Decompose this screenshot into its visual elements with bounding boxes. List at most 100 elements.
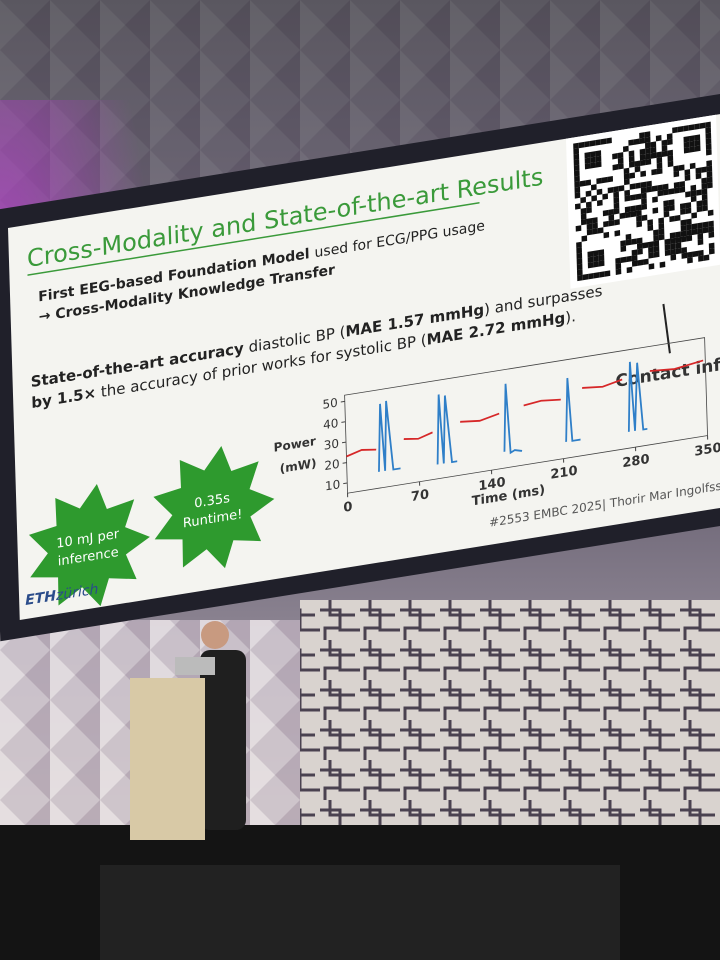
qr-module xyxy=(705,138,712,145)
qr-module xyxy=(574,186,581,194)
qr-module xyxy=(588,272,594,280)
qr-module xyxy=(656,162,663,169)
qr-module xyxy=(697,222,703,229)
qr-module xyxy=(613,208,620,215)
y-tick xyxy=(340,400,345,403)
title-rule xyxy=(27,202,480,276)
qr-module xyxy=(573,142,579,150)
qr-module xyxy=(662,183,669,191)
qr-module xyxy=(670,248,676,256)
qr-module xyxy=(580,207,587,215)
qr-module xyxy=(667,138,673,146)
qr-module xyxy=(653,240,660,247)
qr-module xyxy=(631,238,637,245)
qr-module xyxy=(669,215,675,223)
qr-module xyxy=(603,231,610,239)
qr-module xyxy=(624,178,630,186)
qr-module xyxy=(701,166,707,173)
stage-front xyxy=(100,865,620,960)
qr-module xyxy=(691,223,698,230)
qr-module xyxy=(669,237,676,245)
qr-module xyxy=(706,176,713,183)
power-trace xyxy=(346,359,704,458)
qr-module xyxy=(586,228,593,236)
qr-module xyxy=(650,146,657,154)
y-tick-label: 20 xyxy=(324,457,340,473)
qr-module xyxy=(640,170,647,178)
qr-module xyxy=(664,249,671,257)
plot-frame xyxy=(344,337,708,494)
qr-module xyxy=(663,200,669,207)
qr-module xyxy=(574,192,581,199)
slide: Cross-Modality and State-of-the-art Resu… xyxy=(0,89,720,642)
qr-module xyxy=(647,241,654,248)
qr-module xyxy=(672,126,678,134)
qr-module xyxy=(629,194,636,201)
qr-module xyxy=(653,245,660,253)
qr-module xyxy=(631,260,638,267)
qr-module xyxy=(587,250,594,258)
qr-module xyxy=(694,139,701,147)
qr-module xyxy=(613,202,620,209)
qr-module xyxy=(623,173,630,180)
y-tick-label: 30 xyxy=(324,436,340,452)
qr-module xyxy=(629,183,636,190)
qr-module xyxy=(697,233,704,240)
qr-module xyxy=(673,181,680,189)
qr-module xyxy=(579,180,586,187)
qr-module xyxy=(580,213,587,220)
qr-module xyxy=(686,229,692,237)
qr-module xyxy=(620,245,627,253)
qr-module xyxy=(618,185,625,192)
qr-module xyxy=(707,209,714,216)
qr-module xyxy=(656,168,663,175)
qr-module xyxy=(699,122,706,129)
qr-module xyxy=(635,210,642,217)
text-span: ). xyxy=(565,307,576,327)
qr-module xyxy=(645,147,651,155)
qr-module xyxy=(635,193,642,200)
qr-module xyxy=(614,219,620,226)
qr-module xyxy=(701,177,707,184)
qr-module xyxy=(657,184,663,191)
qr-module xyxy=(647,224,654,232)
qr-module xyxy=(708,226,714,233)
qr-module xyxy=(626,266,633,274)
y-tick-label: 50 xyxy=(322,396,338,412)
qr-module xyxy=(639,148,646,156)
qr-module xyxy=(644,136,651,144)
qr-module xyxy=(630,210,637,218)
qr-module xyxy=(608,214,615,221)
qr-module xyxy=(577,274,583,282)
qr-module xyxy=(653,229,659,236)
qr-module xyxy=(585,190,592,197)
stage-wall-right xyxy=(300,600,720,830)
qr-module xyxy=(667,155,674,162)
qr-module xyxy=(641,214,648,222)
qr-module xyxy=(645,153,652,160)
qr-module xyxy=(646,180,652,188)
qr-module xyxy=(688,124,695,131)
qr-module xyxy=(647,219,653,226)
qr-module xyxy=(593,255,599,262)
qr-module xyxy=(618,163,624,170)
qr-module xyxy=(574,203,581,210)
qr-module xyxy=(689,135,695,142)
y-tick xyxy=(343,482,348,485)
qr-module xyxy=(596,188,603,196)
qr-module xyxy=(697,238,704,246)
qr-module xyxy=(598,260,605,267)
qr-module xyxy=(593,261,599,268)
qr-module xyxy=(636,215,642,222)
qr-module xyxy=(694,134,701,141)
qr-module xyxy=(691,212,697,219)
qr-module xyxy=(599,271,605,278)
qr-module xyxy=(601,176,608,184)
qr-module xyxy=(673,165,680,172)
qr-module xyxy=(696,200,703,207)
qr-module xyxy=(684,174,691,182)
qr-module xyxy=(640,192,647,200)
qr-module xyxy=(692,250,699,258)
qr-module xyxy=(663,211,670,218)
qr-module xyxy=(702,226,709,234)
